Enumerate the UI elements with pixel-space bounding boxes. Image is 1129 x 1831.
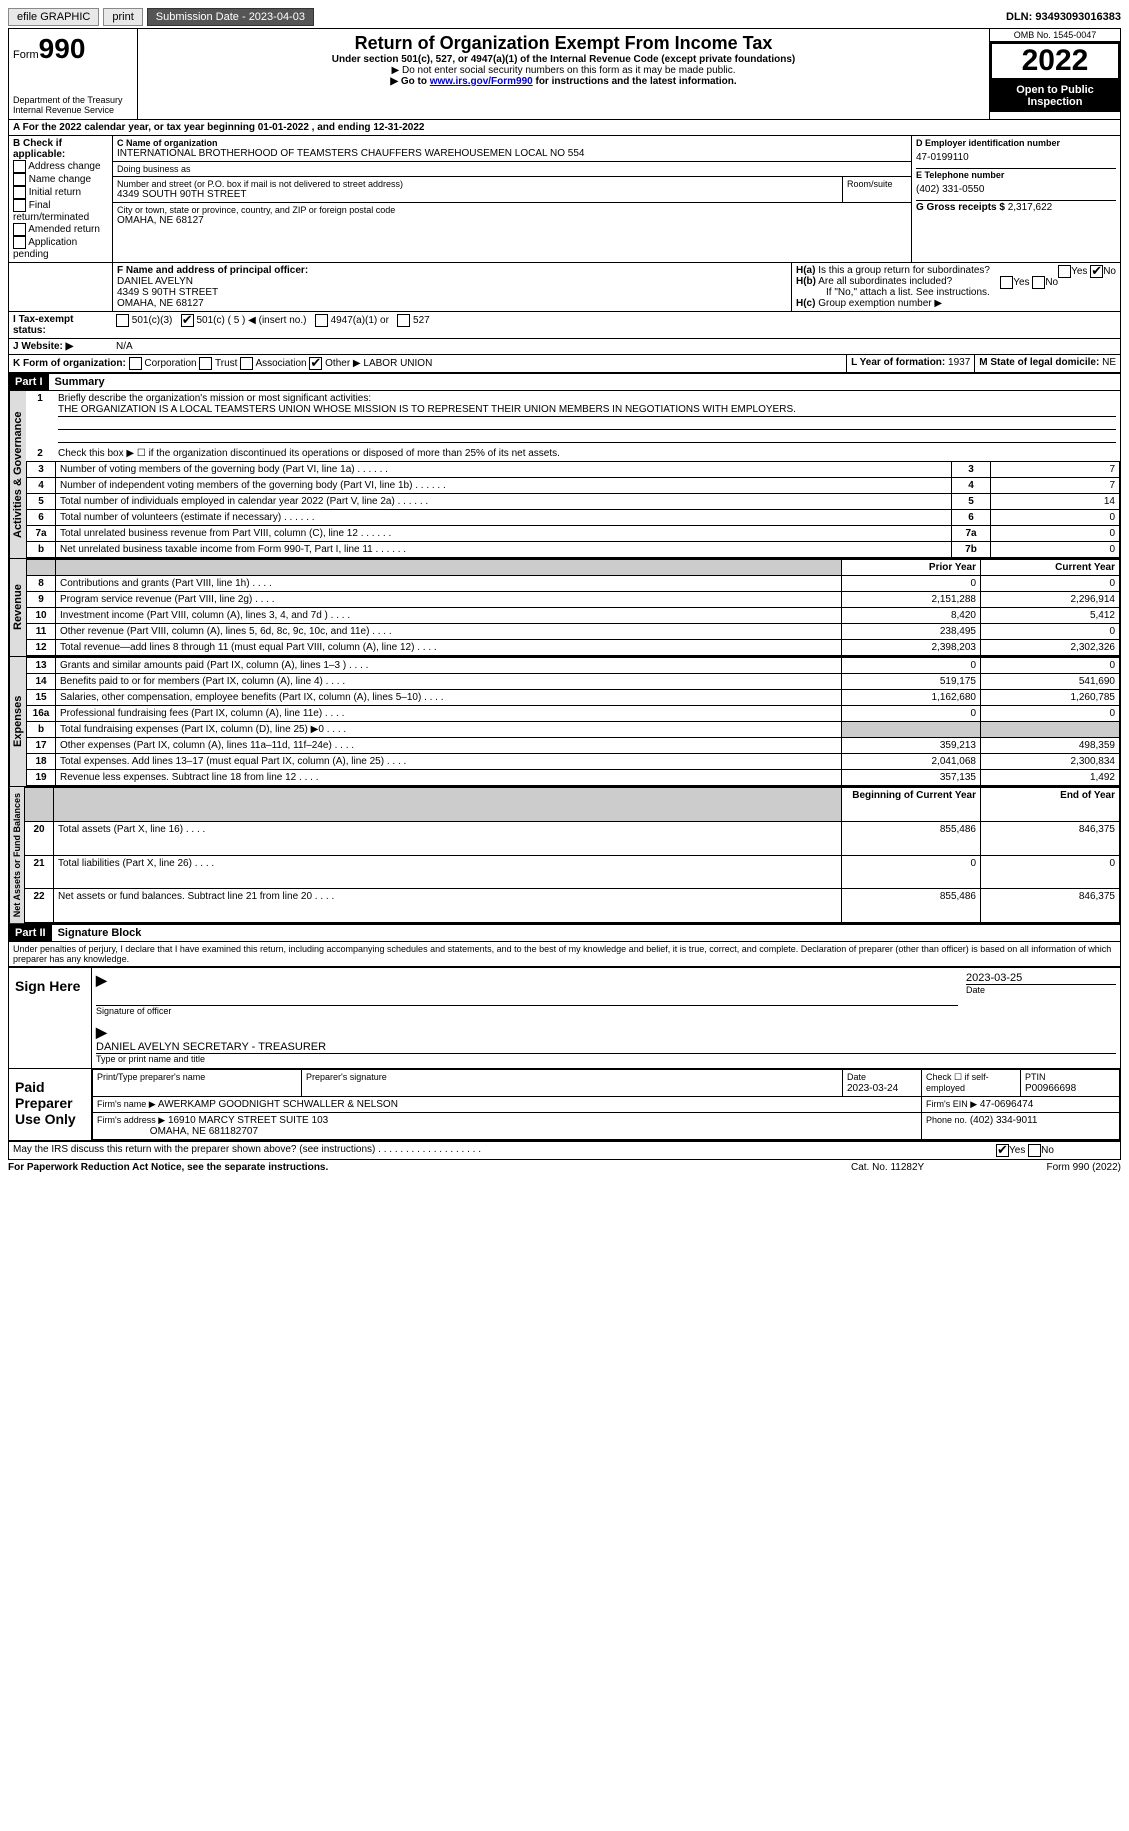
may-discuss: May the IRS discuss this return with the… (8, 1141, 1121, 1160)
print-button[interactable]: print (103, 8, 142, 26)
irs-link[interactable]: www.irs.gov/Form990 (430, 76, 533, 87)
sign-here-block: Sign Here ▶ Signature of officer 2023-03… (8, 967, 1121, 1069)
efile-button[interactable]: efile GRAPHIC (8, 8, 99, 26)
part1-header: Part I Summary (8, 373, 1121, 391)
part2-header: Part II Signature Block (8, 924, 1121, 942)
top-toolbar: efile GRAPHIC print Submission Date - 20… (8, 8, 1121, 26)
line-i: I Tax-exempt status: 501(c)(3) 501(c) ( … (8, 311, 1121, 338)
revenue-section: Revenue Prior YearCurrent Year8Contribut… (8, 559, 1121, 657)
section-f-h: F Name and address of principal officer:… (8, 262, 1121, 311)
netassets-section: Net Assets or Fund Balances Beginning of… (8, 787, 1121, 924)
expense-section: Expenses 13Grants and similar amounts pa… (8, 657, 1121, 787)
section-b-to-g: B Check if applicable: Address change Na… (8, 135, 1121, 262)
governance-section: Activities & Governance 1 Briefly descri… (8, 391, 1121, 559)
dln-label: DLN: 93493093016383 (1006, 11, 1121, 23)
line-k-l-m: K Form of organization: Corporation Trus… (8, 354, 1121, 373)
footer: For Paperwork Reduction Act Notice, see … (8, 1160, 1121, 1175)
tax-year: 2022 (990, 42, 1120, 80)
line-j: J Website: ▶ N/A (8, 338, 1121, 354)
form-title: Return of Organization Exempt From Incom… (142, 33, 985, 54)
paid-preparer-block: Paid Preparer Use Only Print/Type prepar… (8, 1069, 1121, 1141)
line-a: A For the 2022 calendar year, or tax yea… (9, 120, 428, 135)
submission-date: Submission Date - 2023-04-03 (147, 8, 314, 26)
form-header: Form990 Department of the Treasury Inter… (8, 28, 1121, 119)
